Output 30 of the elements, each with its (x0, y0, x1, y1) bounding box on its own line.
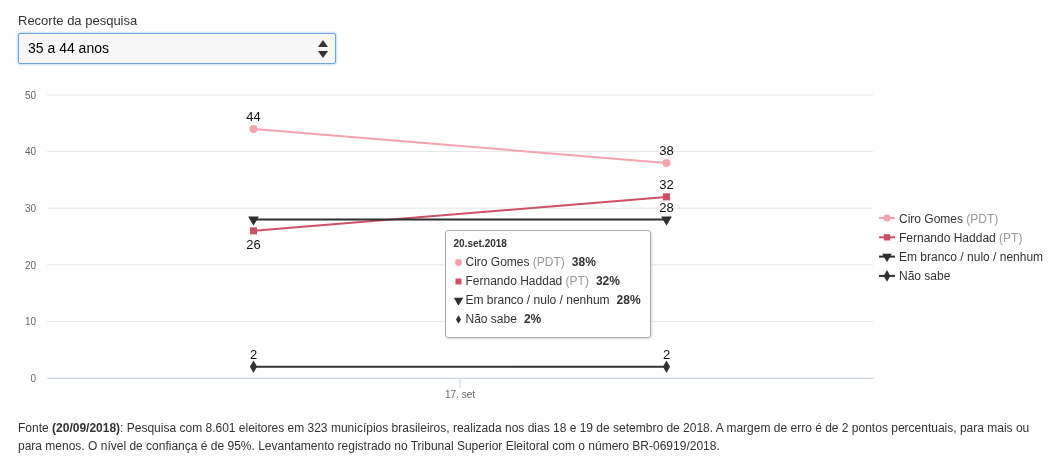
point (662, 193, 671, 201)
annotation: Em branco / nulo / nenhum 28% (465, 293, 641, 307)
data-label: 28 (659, 199, 674, 215)
annotation: Não sabe 2% (465, 312, 542, 326)
annotation: 20.set.2018 (453, 238, 508, 249)
source-note: Fonte (20/09/2018): Pesquisa com 8.601 eleitores em 323 municípios brasileiros, realizada nos dias 18 e 19 de setembro de 2018. A margem de erro é de 2 pontos percentuais, para mais ou para menos. O nível de confiança é de 95%. Levantamento registrado no Tribunal Superior Eleitoral com o número BR-06919/2018. (18, 421, 1030, 453)
y-tick-label: 40 (24, 146, 37, 158)
data-label: 26 (246, 236, 261, 252)
y-tick-label: 50 (24, 89, 37, 101)
annotation: Fernando Haddad (PT) 32% (465, 274, 620, 288)
point (249, 227, 258, 235)
dropdown-field: 35 a 44 anos (18, 33, 336, 64)
text: 17. set (444, 389, 476, 400)
data-label: 2 (662, 346, 671, 362)
data-label: 38 (659, 142, 674, 158)
annotation: Ciro Gomes (PDT) 38% (465, 255, 596, 269)
y-tick-label: 20 (24, 259, 37, 271)
text: Recorte da pesquisa (18, 13, 138, 28)
legend-label: Ciro Gomes (PDT) (899, 211, 999, 226)
legend-label: Fernando Haddad (PT) (899, 230, 1023, 245)
legend-label: Não sabe (899, 269, 951, 284)
y-tick-label: 10 (24, 316, 37, 328)
y-tick-label: 30 (24, 202, 37, 214)
legend-label: Em branco / nulo / nenhum (899, 250, 1044, 265)
data-label: 32 (659, 176, 674, 192)
y-tick-label: 0 (30, 372, 37, 384)
data-label: 2 (249, 346, 258, 362)
data-label: 44 (246, 108, 261, 124)
point (249, 124, 258, 133)
point (662, 158, 671, 167)
